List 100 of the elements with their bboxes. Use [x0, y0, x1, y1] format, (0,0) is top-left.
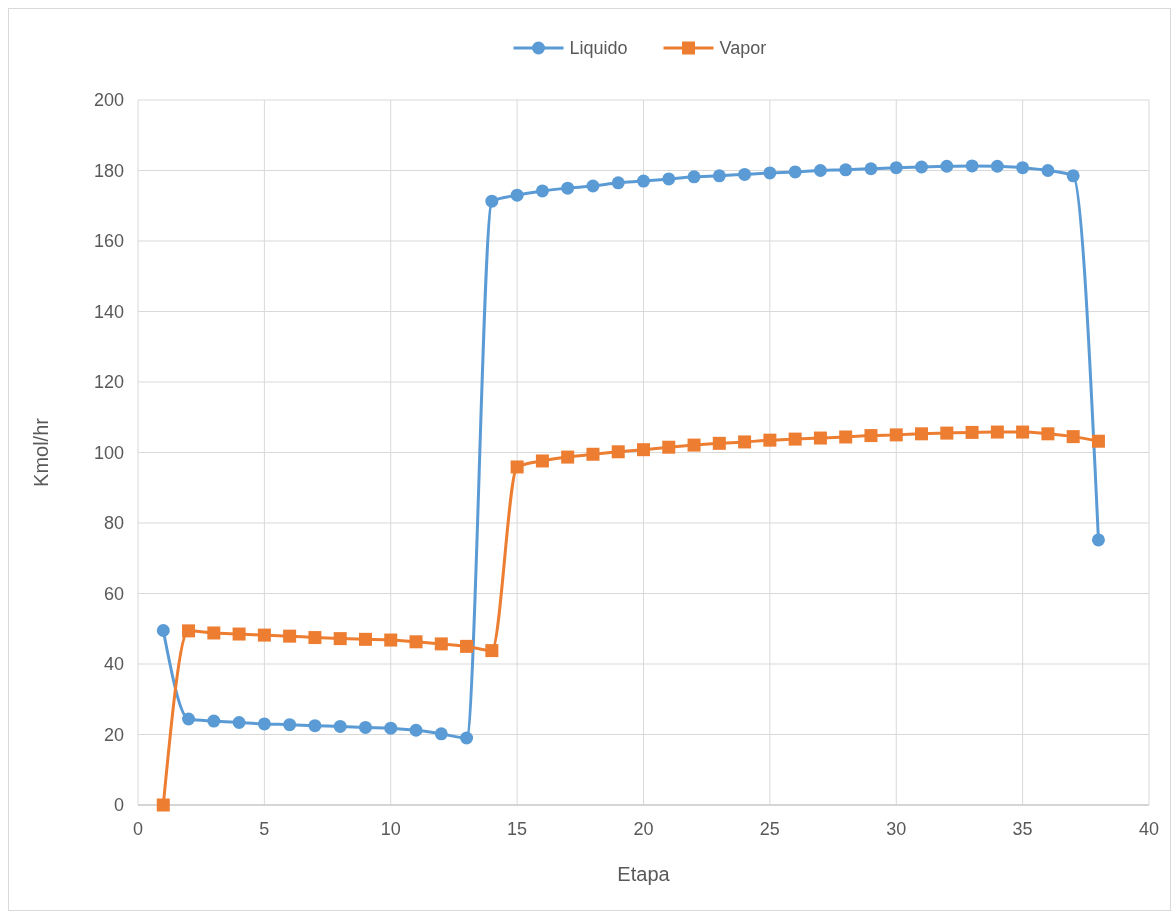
point: [156, 624, 170, 638]
point: [586, 447, 600, 461]
x-tick-label: 30: [886, 819, 907, 839]
point: [257, 628, 271, 642]
x-tick-label: 40: [1138, 819, 1160, 839]
y-tick-label: 80: [103, 513, 124, 534]
point: [889, 161, 903, 175]
point: [637, 174, 650, 188]
point: [687, 438, 701, 452]
point: [586, 179, 600, 193]
legend-label: Liquido: [569, 38, 628, 59]
point: [232, 716, 246, 730]
point: [358, 632, 372, 646]
point: [510, 188, 524, 202]
point: [1041, 427, 1055, 441]
point: [763, 166, 777, 180]
point: [839, 163, 853, 177]
point: [535, 184, 549, 198]
point: [1016, 161, 1030, 175]
x-tick-label: 5: [259, 819, 270, 839]
point: [813, 164, 827, 177]
y-tick-label: 100: [93, 442, 124, 463]
point: [637, 443, 650, 457]
point: [257, 717, 271, 731]
point: [611, 176, 625, 190]
point: [308, 719, 322, 733]
point: [384, 633, 398, 647]
point: [738, 167, 752, 181]
y-tick-label: 200: [93, 90, 124, 111]
point: [687, 170, 701, 184]
y-tick-label: 140: [93, 301, 124, 322]
point: [864, 429, 878, 443]
point: [460, 639, 474, 653]
point: [333, 632, 347, 646]
point: [990, 425, 1004, 439]
point: [156, 798, 170, 812]
point: [864, 162, 878, 176]
y-tick-label: 40: [103, 654, 124, 675]
point: [763, 433, 777, 447]
point: [662, 172, 676, 186]
point: [283, 629, 297, 643]
point: [1041, 164, 1055, 177]
point: [561, 450, 575, 464]
point: [915, 427, 929, 441]
point: [839, 430, 853, 444]
point: [561, 181, 575, 195]
point: [510, 460, 524, 474]
legend-label: Vapor: [719, 38, 767, 59]
point: [535, 454, 549, 468]
x-tick-label: 20: [633, 819, 654, 839]
point: [788, 432, 802, 446]
y-tick-label: 160: [93, 231, 124, 252]
x-tick-label: 15: [507, 819, 528, 839]
point: [940, 426, 954, 440]
point: [333, 719, 347, 733]
y-tick-label: 120: [93, 372, 124, 393]
point: [1066, 169, 1080, 183]
point: [990, 159, 1004, 173]
point: [915, 160, 929, 174]
x-axis-title: Etapa: [617, 863, 671, 885]
y-tick-label: 0: [113, 795, 124, 816]
point: [813, 431, 827, 445]
point: [283, 718, 297, 732]
y-tick-label: 180: [93, 160, 124, 181]
point: [738, 435, 752, 449]
point: [712, 436, 726, 450]
point: [485, 644, 499, 658]
point: [1091, 434, 1105, 448]
point: [207, 714, 221, 728]
y-tick-label: 20: [103, 724, 124, 745]
x-tick-label: 0: [132, 819, 144, 839]
point: [434, 727, 448, 741]
x-tick-label: 10: [380, 819, 401, 839]
y-tick-label: 60: [103, 583, 124, 604]
point: [460, 731, 474, 745]
point: [1091, 533, 1105, 547]
point: [434, 637, 448, 651]
point: [409, 635, 423, 649]
point: [207, 626, 221, 640]
point: [662, 440, 676, 454]
point: [889, 428, 903, 442]
x-tick-label: 35: [1012, 819, 1033, 839]
point: [1016, 425, 1030, 439]
point: [182, 712, 196, 726]
x-tick-label: 25: [759, 819, 780, 839]
point: [358, 720, 372, 734]
point: [712, 169, 726, 183]
point: [232, 627, 246, 641]
point: [485, 194, 499, 208]
point: [409, 723, 423, 737]
point: [611, 445, 625, 459]
point: [788, 165, 802, 179]
point: [1066, 430, 1080, 444]
point: [182, 624, 196, 638]
point: [308, 631, 322, 645]
y-axis-title: Kmol/hr: [30, 417, 52, 487]
point: [384, 721, 398, 735]
point: [940, 159, 954, 173]
point: [965, 159, 979, 173]
point: [965, 425, 979, 439]
